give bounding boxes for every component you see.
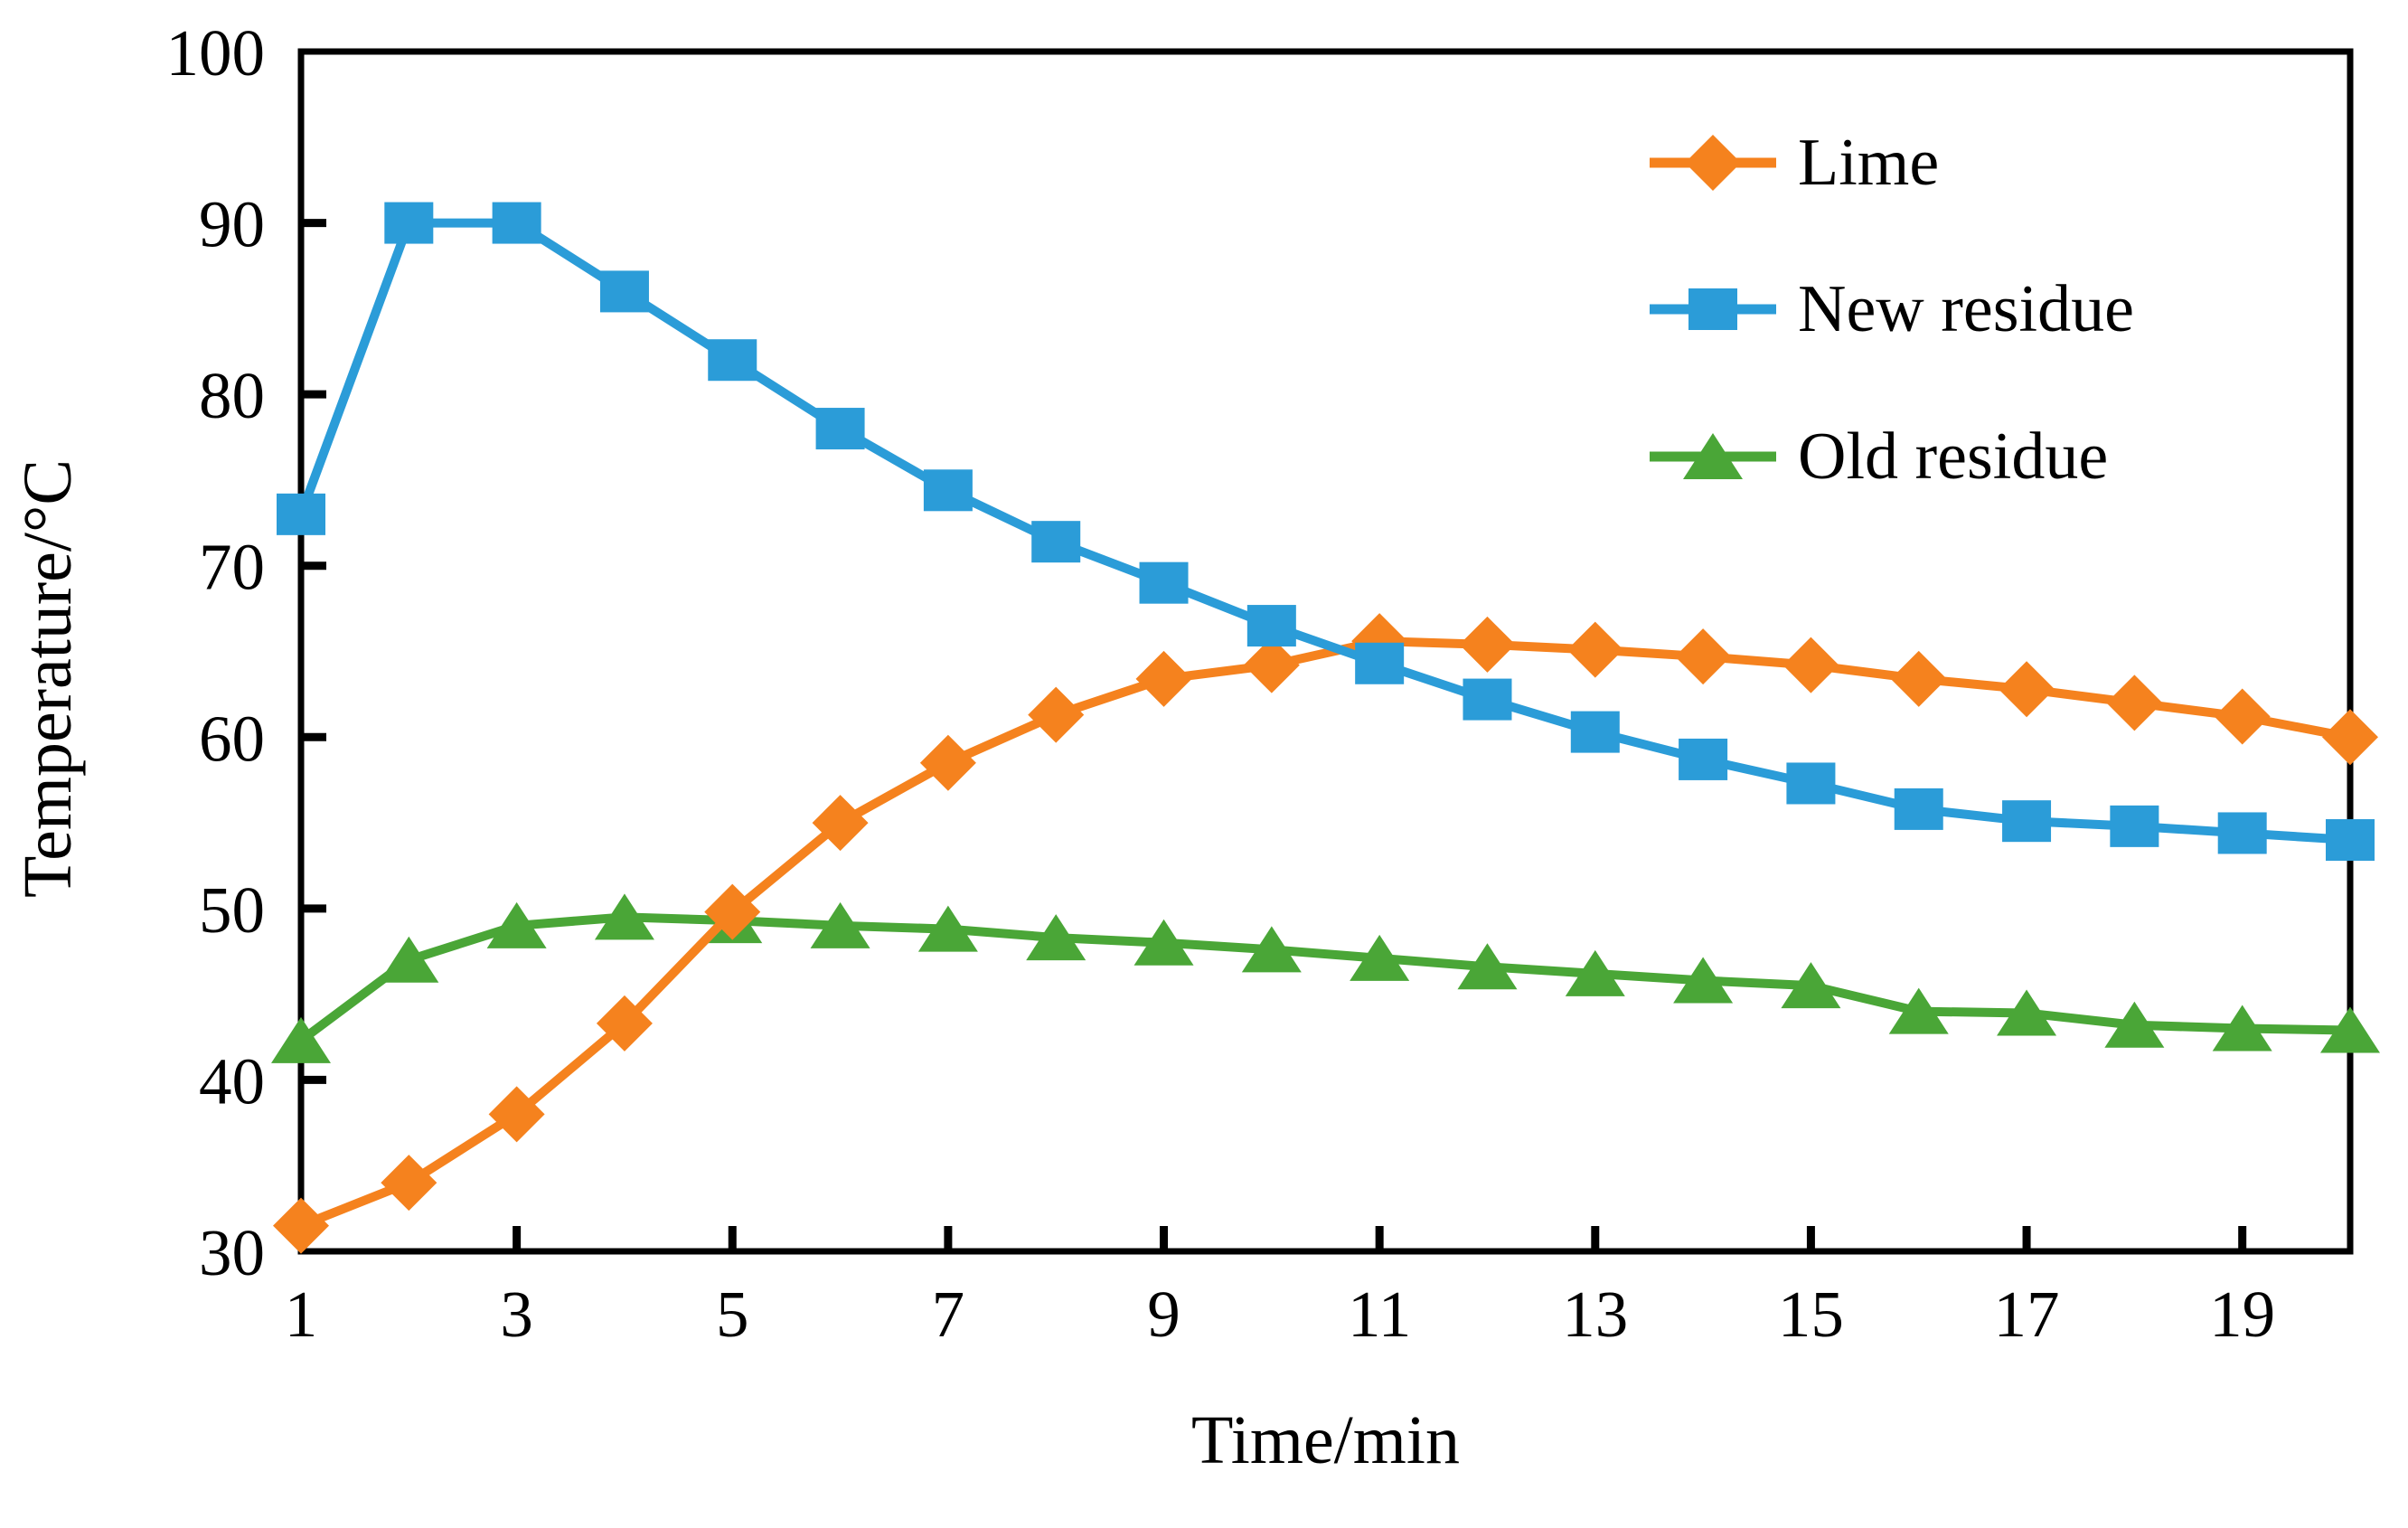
x-tick-label-3: 3	[500, 1278, 533, 1351]
series-new-residue-marker-12	[1463, 678, 1512, 721]
series-old-residue-marker-2	[379, 936, 439, 983]
series-new-residue-marker-14	[1679, 738, 1728, 780]
y-tick-label-80: 80	[199, 359, 265, 432]
series-new-residue-marker-6	[815, 408, 865, 450]
series-old-residue-marker-15	[1781, 962, 1841, 1009]
new-residue-swatch-icon	[1644, 269, 1782, 350]
y-axis-title: Temperature/°C	[10, 458, 86, 898]
series-old-residue-marker-17	[1997, 989, 2057, 1036]
series-old-residue-marker-3	[486, 901, 547, 948]
legend-label: Old residue	[1798, 420, 2109, 494]
series-new-residue-marker-15	[1786, 762, 1836, 805]
series-new-residue-marker-20	[2326, 819, 2375, 862]
x-tick-label-9: 9	[1147, 1278, 1180, 1351]
y-tick-label-40: 40	[199, 1044, 265, 1118]
x-tick-label-5: 5	[716, 1278, 749, 1351]
series-old-residue-marker-1	[271, 1016, 331, 1063]
series-new-residue-marker-3	[492, 202, 541, 244]
series-new-residue-marker-10	[1246, 605, 1296, 647]
series-lime-marker-6	[812, 795, 869, 852]
series-new-residue-marker-9	[1139, 561, 1189, 604]
series-lime-marker-3	[488, 1086, 545, 1143]
series-lime-marker-15	[1782, 637, 1839, 693]
series-old-residue-marker-11	[1350, 934, 1410, 981]
legend-marker-square	[1688, 288, 1737, 330]
x-tick-label-11: 11	[1348, 1278, 1411, 1351]
series-old-residue-marker-13	[1565, 949, 1625, 996]
series-old-residue-marker-10	[1241, 926, 1302, 973]
series-new-residue-marker-17	[2002, 800, 2052, 843]
series-new-residue-marker-18	[2110, 805, 2159, 847]
series-new-residue-marker-2	[384, 202, 434, 244]
x-tick-label-19: 19	[2209, 1278, 2275, 1351]
series-lime-marker-19	[2214, 688, 2271, 745]
y-tick-label-50: 50	[199, 873, 265, 947]
series-lime-marker-1	[273, 1197, 329, 1254]
old-residue-swatch-icon	[1644, 416, 1782, 497]
legend-label: New residue	[1798, 272, 2134, 346]
series-old-residue-marker-8	[1026, 914, 1086, 961]
lime-swatch-icon	[1644, 122, 1782, 203]
series-old-residue-marker-6	[810, 901, 870, 948]
series-new-residue-marker-4	[599, 270, 649, 313]
series-lime-marker-20	[2322, 709, 2378, 766]
x-tick-label-1: 1	[285, 1278, 318, 1351]
series-old-residue-marker-9	[1133, 919, 1194, 966]
series-new-residue-marker-5	[708, 339, 757, 382]
series-new-residue-marker-7	[923, 469, 973, 512]
series-new-residue-marker-11	[1355, 642, 1405, 684]
legend-item-new-residue: New residue	[1644, 269, 2134, 350]
x-tick-label-13: 13	[1562, 1278, 1628, 1351]
series-old-residue-marker-4	[594, 893, 654, 940]
series-old-residue-marker-18	[2104, 1001, 2165, 1048]
series-new-residue-marker-1	[277, 493, 325, 535]
series-new-residue-marker-19	[2217, 812, 2267, 854]
series-new-residue-marker-8	[1031, 521, 1081, 563]
y-tick-label-30: 30	[199, 1216, 265, 1289]
legend-swatch-svg	[1644, 288, 1782, 330]
series-lime-marker-4	[596, 995, 653, 1052]
series-lime-marker-13	[1566, 621, 1623, 678]
series-lime-marker-17	[1999, 661, 2055, 718]
legend-marker-diamond	[1685, 135, 1741, 191]
series-lime-marker-12	[1459, 616, 1516, 673]
series-lime-marker-2	[381, 1155, 437, 1212]
x-tick-label-17: 17	[1994, 1278, 2060, 1351]
series-lime-marker-18	[2106, 674, 2163, 731]
x-tick-label-15: 15	[1778, 1278, 1844, 1351]
legend-item-lime: Lime	[1644, 122, 1940, 203]
series-old-residue-marker-20	[2320, 1006, 2380, 1053]
series-old-residue-marker-14	[1673, 957, 1734, 1004]
legend-marker-triangle	[1683, 433, 1743, 479]
x-tick-label-7: 7	[932, 1278, 965, 1351]
series-lime-marker-5	[704, 883, 761, 940]
y-tick-label-90: 90	[199, 188, 265, 261]
series-lime-marker-7	[919, 734, 976, 791]
series-new-residue-marker-16	[1894, 788, 1943, 830]
series-old-residue-marker-16	[1888, 987, 1949, 1034]
series-old-residue-marker-7	[917, 905, 978, 952]
series-old-residue-line	[296, 912, 2355, 1045]
y-tick-label-100: 100	[166, 16, 266, 90]
series-lime-marker-8	[1028, 686, 1085, 743]
series-lime-marker-14	[1675, 628, 1732, 685]
series-lime-marker-16	[1890, 650, 1947, 707]
series-lime-marker-10	[1243, 637, 1300, 693]
y-tick-label-60: 60	[199, 702, 265, 775]
series-old-residue-marker-19	[2212, 1005, 2272, 1052]
legend-label: Lime	[1798, 126, 1940, 200]
series-new-residue-marker-13	[1570, 711, 1620, 753]
series-lime-marker-9	[1135, 650, 1192, 707]
y-tick-label-70: 70	[199, 531, 265, 604]
series-old-residue-marker-12	[1457, 943, 1518, 990]
legend-swatch-svg	[1644, 433, 1782, 479]
plot-border	[297, 48, 2354, 1255]
x-axis-title: Time/min	[1190, 1402, 1461, 1478]
legend-swatch-svg	[1644, 135, 1782, 191]
legend-item-old-residue: Old residue	[1644, 416, 2109, 497]
